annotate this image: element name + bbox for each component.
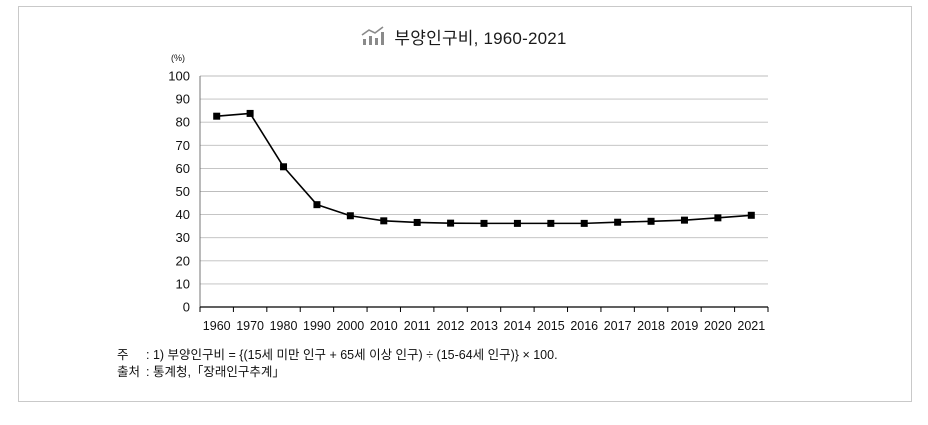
data-point bbox=[480, 219, 488, 227]
line-chart: (%) 0 10 20 30 40 50 60 70 80 90 100 1960 1970 1980 19… bbox=[168, 53, 769, 333]
note-text: : 1) 부양인구비 = {(15세 미만 인구 + 65세 이상 인구) ÷ … bbox=[146, 348, 558, 362]
y-tick-label: 50 bbox=[176, 184, 190, 199]
chart-icon bbox=[361, 26, 385, 46]
x-tick-label: 2017 bbox=[604, 319, 632, 333]
data-point bbox=[246, 109, 254, 117]
y-tick-label: 40 bbox=[176, 207, 190, 222]
y-tick-label: 100 bbox=[168, 69, 190, 84]
x-tick-label: 2014 bbox=[504, 319, 532, 333]
note-label: 주 bbox=[117, 348, 129, 362]
y-tick-label: 30 bbox=[176, 230, 190, 245]
source-row: 출처 : 통계청,「장래인구추계」 bbox=[117, 364, 558, 381]
x-tick-label: 2011 bbox=[404, 319, 431, 333]
data-point bbox=[413, 218, 421, 226]
x-tick-label: 1960 bbox=[203, 319, 231, 333]
y-tick-label: 90 bbox=[176, 92, 190, 107]
data-point bbox=[513, 219, 521, 227]
x-tick-label: 2021 bbox=[737, 319, 765, 333]
x-tick-label: 1990 bbox=[303, 319, 331, 333]
data-point bbox=[714, 214, 722, 222]
y-tick-label: 0 bbox=[183, 300, 190, 315]
x-tick-label: 2012 bbox=[437, 319, 465, 333]
x-tick-label: 1980 bbox=[270, 319, 298, 333]
x-tick-label: 2019 bbox=[671, 319, 699, 333]
footnotes: 주 : 1) 부양인구비 = {(15세 미만 인구 + 65세 이상 인구) … bbox=[117, 347, 558, 381]
x-tick-label: 2016 bbox=[570, 319, 598, 333]
data-point bbox=[313, 201, 321, 209]
x-tick-label: 2018 bbox=[637, 319, 665, 333]
x-tick-label: 2015 bbox=[537, 319, 565, 333]
y-tick-label: 80 bbox=[176, 115, 190, 130]
data-point bbox=[580, 219, 588, 227]
data-point bbox=[213, 112, 221, 120]
y-tick-label: 60 bbox=[176, 161, 190, 176]
data-point bbox=[747, 211, 755, 219]
data-point bbox=[647, 217, 655, 225]
y-tick-label: 10 bbox=[176, 276, 190, 291]
chart-title: 부양인구비, 1960-2021 bbox=[394, 28, 567, 48]
y-axis-unit-label: (%) bbox=[171, 53, 185, 63]
data-point bbox=[680, 216, 688, 224]
data-point bbox=[280, 163, 288, 171]
y-tick-label: 70 bbox=[176, 138, 190, 153]
note-row: 주 : 1) 부양인구비 = {(15세 미만 인구 + 65세 이상 인구) … bbox=[117, 347, 558, 364]
source-label: 출처 bbox=[117, 365, 141, 379]
data-point bbox=[346, 212, 354, 220]
x-tick-label: 2020 bbox=[704, 319, 732, 333]
data-point bbox=[447, 219, 455, 227]
chart-frame bbox=[18, 6, 912, 402]
source-text: : 통계청,「장래인구추계」 bbox=[146, 365, 285, 379]
chart-title-row: 부양인구비, 1960-2021 bbox=[0, 22, 928, 50]
x-tick-label: 1970 bbox=[236, 319, 264, 333]
data-point bbox=[380, 217, 388, 225]
x-tick-label: 2000 bbox=[336, 319, 364, 333]
x-tick-label: 2010 bbox=[370, 319, 398, 333]
data-point bbox=[614, 218, 622, 226]
x-tick-label: 2013 bbox=[470, 319, 498, 333]
data-point bbox=[547, 219, 555, 227]
y-tick-label: 20 bbox=[176, 253, 190, 268]
